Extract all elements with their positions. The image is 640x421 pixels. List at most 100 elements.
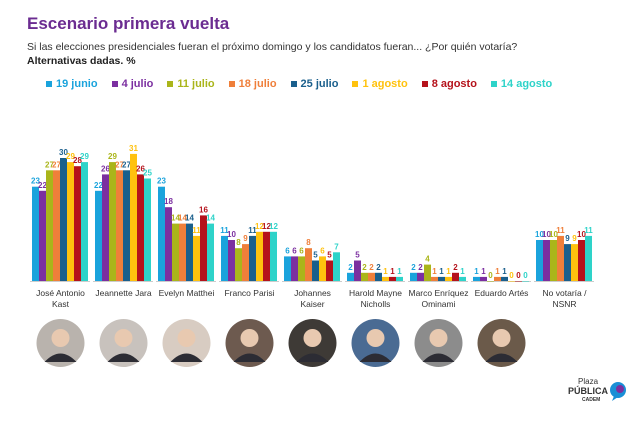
data-label: 4: [425, 255, 430, 264]
legend-label: 4 julio: [121, 78, 154, 90]
bar: [508, 281, 515, 282]
bar: [515, 281, 522, 282]
data-label: 22: [38, 181, 47, 190]
bar: [81, 162, 88, 281]
bar: [382, 276, 389, 281]
legend-label: 11 julio: [177, 78, 215, 90]
bar: [291, 256, 298, 281]
face-icon: [114, 329, 133, 347]
data-label: 5: [327, 251, 332, 260]
shoulders-icon: [422, 353, 455, 362]
data-label: 28: [73, 156, 82, 165]
bar: [487, 281, 494, 282]
legend-item: 18 julio: [228, 78, 277, 90]
bar: [235, 248, 242, 281]
data-label: 0: [523, 271, 528, 280]
data-label: 10: [535, 230, 544, 239]
bar: [410, 272, 417, 281]
data-label: 2: [376, 263, 381, 272]
data-label: 14: [178, 214, 187, 223]
bar: [186, 223, 193, 281]
data-label: 14: [206, 214, 215, 223]
bar: [480, 276, 487, 281]
data-label: 6: [320, 246, 325, 255]
data-label: 2: [362, 263, 367, 272]
bar: [389, 276, 396, 281]
category-label: Eduardo Artés: [475, 288, 529, 298]
bar: [501, 276, 508, 281]
bar: [368, 272, 375, 281]
face-icon: [492, 329, 511, 347]
data-label: 2: [348, 263, 353, 272]
bar: [67, 162, 74, 281]
data-label: 1: [397, 267, 402, 276]
legend: 19 junio 4 julio 11 julio 18 julio 25 julio 1…: [46, 78, 552, 90]
bar: [256, 231, 263, 281]
face-icon: [51, 329, 70, 347]
data-label: 22: [94, 181, 103, 190]
category-label: Kaiser: [300, 299, 324, 309]
bar: [207, 223, 214, 281]
data-label: 1: [383, 267, 388, 276]
legend-item: 8 agosto: [421, 78, 477, 90]
chart-note: Alternativas dadas. %: [27, 55, 136, 67]
data-label: 1: [502, 267, 507, 276]
bar: [543, 240, 550, 281]
data-label: 14: [171, 214, 180, 223]
bar: [312, 260, 319, 281]
bar: [228, 240, 235, 281]
bar: [438, 276, 445, 281]
category-label: Ominami: [421, 299, 455, 309]
data-label: 10: [542, 230, 551, 239]
data-label: 29: [80, 152, 89, 161]
data-label: 9: [565, 234, 570, 243]
shoulders-icon: [233, 353, 266, 362]
data-label: 2: [418, 263, 423, 272]
face-icon: [303, 329, 322, 347]
data-label: 27: [52, 160, 61, 169]
data-label: 27: [115, 160, 124, 169]
bar: [375, 272, 382, 281]
bar: [179, 223, 186, 281]
bar: [459, 276, 466, 281]
bar: [53, 170, 60, 281]
data-label: 1: [495, 267, 500, 276]
legend-label: 1 agosto: [362, 78, 408, 90]
bar: [123, 170, 130, 281]
data-label: 2: [411, 263, 416, 272]
data-label: 1: [481, 267, 486, 276]
legend-swatch: [352, 81, 359, 87]
legend-swatch: [111, 81, 118, 87]
bar: [39, 190, 46, 281]
legend-label: 14 agosto: [500, 78, 553, 90]
bar: [172, 223, 179, 281]
bar: [319, 256, 326, 281]
bar: [32, 186, 39, 281]
bar: [578, 240, 585, 281]
data-label: 14: [185, 214, 194, 223]
bar: [347, 272, 354, 281]
shoulders-icon: [170, 353, 203, 362]
bar: [270, 231, 277, 281]
data-label: 26: [136, 164, 145, 173]
data-label: 29: [66, 152, 75, 161]
bar: [424, 264, 431, 281]
bar: [522, 281, 529, 282]
data-label: 11: [220, 226, 229, 235]
legend-item: 19 junio: [46, 78, 98, 90]
category-label: Marco Enríquez: [409, 288, 469, 298]
bar: [74, 166, 81, 281]
bar: [305, 248, 312, 281]
data-label: 11: [192, 226, 201, 235]
bar: [536, 240, 543, 281]
chart-title: Escenario primera vuelta: [27, 14, 230, 33]
data-label: 1: [446, 267, 451, 276]
legend-swatch: [167, 81, 174, 87]
data-label: 2: [369, 263, 374, 272]
category-label: Franco Parisi: [224, 288, 274, 298]
bar: [200, 215, 207, 281]
category-label: NSNR: [552, 299, 576, 309]
data-label: 27: [45, 160, 54, 169]
data-label: 16: [199, 205, 208, 214]
bar: [298, 256, 305, 281]
